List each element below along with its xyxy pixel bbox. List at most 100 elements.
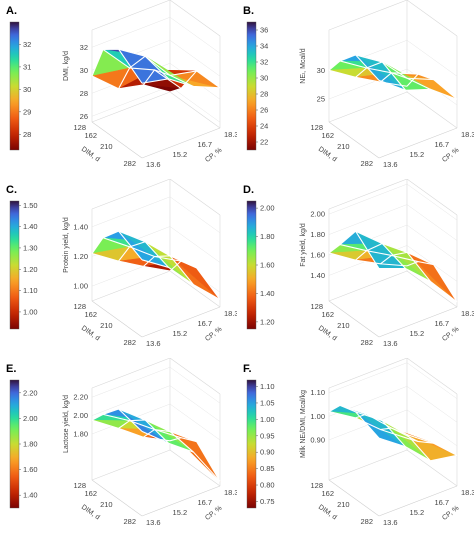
- mesh-line: [378, 79, 458, 100]
- cp-tick-label: 13.6: [146, 339, 161, 348]
- colorbar-tick-label: 1.80: [260, 232, 275, 241]
- mesh-line: [339, 60, 419, 75]
- colorbar-tick-label: 1.10: [260, 382, 275, 391]
- z-axis-title: DMI, kg/d: [63, 51, 70, 81]
- cp-tick-label: 13.6: [146, 160, 161, 169]
- chart-panel-c: C. 1.00 1.10 1.20 1.30 1.40 1.50 1.00 1.20 1.40 Pr…: [0, 179, 237, 358]
- z-tick-label: 1.00: [73, 282, 88, 291]
- dim-tick-label: 128: [73, 123, 86, 132]
- colorbar-tick-label: 36: [260, 26, 268, 35]
- mesh-line: [380, 72, 431, 90]
- colorbar-tick-label: 0.85: [260, 464, 275, 473]
- colorbar-tick-label: 2.00: [23, 414, 38, 423]
- cp-tick-label: 15.2: [173, 150, 188, 159]
- mesh-line: [169, 260, 221, 300]
- surface-plot: D.1.201.401.601.802.001.401.601.802.00Fa…: [243, 179, 474, 348]
- dim-tick-label: 210: [100, 321, 113, 330]
- cp-tick-label: 16.7: [197, 498, 212, 507]
- surface-plot: F. 0.75 0.80 0.85 0.90 0.95 1.00 1.05 1.10 0.90 1.…: [243, 358, 474, 527]
- colorbar-tick-label: 1.40: [23, 491, 38, 500]
- cp-tick-label: 18.3: [461, 488, 474, 497]
- dim-tick-label: 162: [322, 131, 335, 140]
- cp-axis-title: CP, %: [441, 147, 460, 164]
- mesh-line: [91, 230, 143, 261]
- panel-label: C.: [6, 184, 17, 196]
- colorbar-tick-label: 26: [260, 106, 268, 115]
- dim-tick-label: 282: [123, 159, 136, 168]
- cp-tick-label: 18.3: [224, 130, 237, 139]
- mesh-line: [355, 413, 406, 448]
- colorbar-tick-label: 24: [260, 122, 268, 131]
- colorbar-tick-label: 31: [23, 62, 31, 71]
- colorbar-tick-label: 0.95: [260, 431, 275, 440]
- chart-panel-b: B. 22 24 26 28 30 32 34 36 25 30 NEₗ, Mcal/d 128 162 2…: [237, 0, 474, 179]
- colorbar-tick-label: 1.50: [23, 201, 38, 210]
- mesh-line: [91, 48, 143, 84]
- dim-axis-title: DIM, d: [317, 325, 338, 343]
- colorbar-tick-label: 32: [260, 58, 268, 67]
- mesh-line: [102, 413, 182, 439]
- mesh-line: [118, 55, 169, 90]
- colorbar-tick-label: 34: [260, 42, 268, 51]
- z-tick-label: 30: [317, 66, 325, 75]
- z-tick-label: 32: [80, 43, 88, 52]
- colorbar-tick-label: 0.75: [260, 497, 275, 506]
- colorbar-tick-label: 22: [260, 138, 268, 147]
- surface-plot: C.1.001.101.201.301.401.501.001.201.40Pr…: [6, 179, 237, 348]
- dim-tick-label: 162: [85, 310, 98, 319]
- dim-tick-label: 282: [360, 517, 373, 526]
- colorbar-tick-label: 30: [260, 74, 268, 83]
- dim-tick-label: 210: [337, 500, 350, 509]
- colorbar: [9, 21, 20, 151]
- surface-plot: E.1.401.601.802.002.201.802.002.20Lactos…: [6, 358, 237, 527]
- dim-axis-title: DIM, d: [80, 325, 101, 343]
- cp-tick-label: 16.7: [434, 140, 449, 149]
- mesh-line: [143, 255, 194, 285]
- z-axis-title: NEₗ, Mcal/d: [300, 48, 307, 84]
- cp-tick-label: 15.2: [410, 329, 425, 338]
- chart-panel-f: F. 0.75 0.80 0.85 0.90 0.95 1.00 1.05 1.10 0.90 1.…: [237, 358, 474, 537]
- mesh-line: [339, 404, 419, 442]
- dim-tick-label: 128: [73, 481, 86, 490]
- mesh-line: [169, 437, 221, 482]
- cp-tick-label: 13.6: [146, 518, 161, 527]
- cp-axis-title: CP, %: [441, 326, 460, 343]
- colorbar-tick-label: 1.20: [260, 317, 275, 326]
- colorbar-tick-label: 1.40: [23, 222, 38, 231]
- cp-tick-label: 16.7: [434, 319, 449, 328]
- mesh-line: [91, 75, 171, 93]
- colorbar-tick-label: 28: [23, 130, 31, 139]
- dim-tick-label: 162: [322, 489, 335, 498]
- z-tick-label: 1.80: [310, 230, 325, 239]
- cp-tick-label: 15.2: [410, 150, 425, 159]
- mesh-line: [328, 252, 408, 267]
- dim-axis-title: DIM, d: [317, 146, 338, 164]
- dim-tick-label: 162: [85, 489, 98, 498]
- mesh-line: [355, 411, 434, 444]
- mesh-line: [355, 54, 434, 81]
- colorbar: [246, 200, 257, 330]
- dim-tick-label: 210: [100, 500, 113, 509]
- z-tick-label: 1.00: [310, 412, 325, 421]
- z-tick-label: 1.10: [310, 388, 325, 397]
- z-tick-label: 1.60: [310, 251, 325, 260]
- mesh-line: [141, 259, 221, 301]
- cp-tick-label: 16.7: [197, 319, 212, 328]
- colorbar-tick-label: 2.20: [23, 388, 38, 397]
- z-tick-label: 1.40: [310, 271, 325, 280]
- cp-tick-label: 15.2: [173, 329, 188, 338]
- surface-facet: [406, 252, 458, 303]
- dim-axis-title: DIM, d: [317, 504, 338, 522]
- mesh-line: [355, 242, 406, 269]
- mesh-line: [380, 251, 431, 282]
- colorbar-tick-label: 1.60: [23, 465, 38, 474]
- cp-tick-label: 18.3: [461, 130, 474, 139]
- z-tick-label: 2.00: [310, 210, 325, 219]
- mesh-line: [406, 73, 458, 100]
- colorbar-tick-label: 30: [23, 85, 31, 94]
- panel-label: B.: [243, 5, 254, 17]
- dim-tick-label: 128: [310, 302, 323, 311]
- dim-tick-label: 128: [73, 302, 86, 311]
- cp-tick-label: 18.3: [224, 488, 237, 497]
